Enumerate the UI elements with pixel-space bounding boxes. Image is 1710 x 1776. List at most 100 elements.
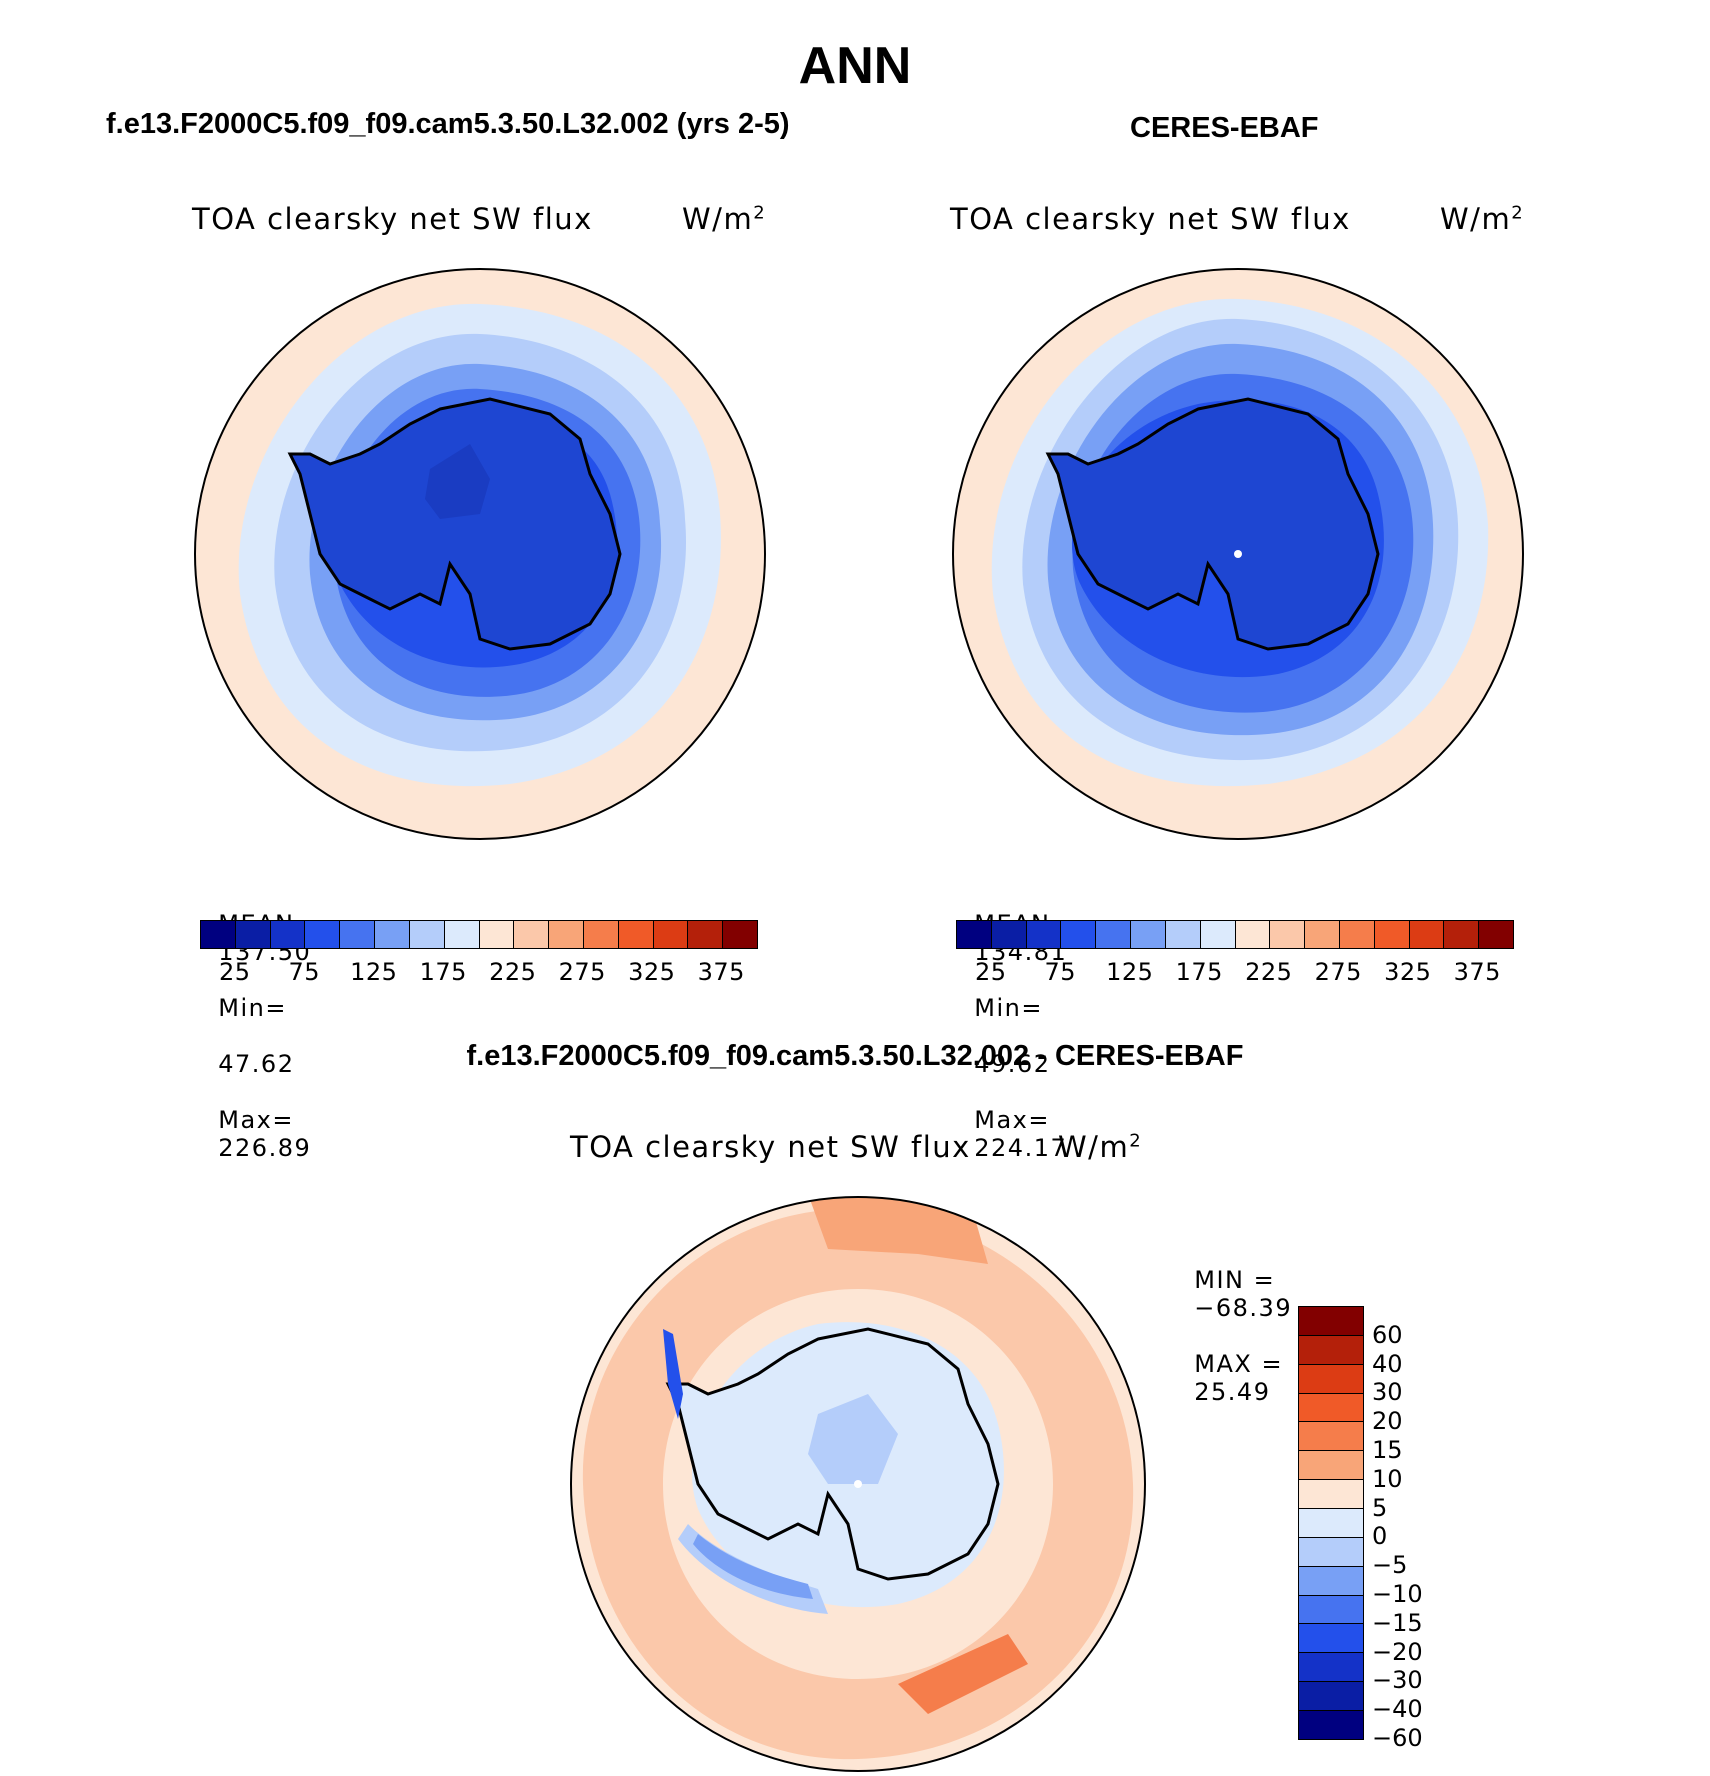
model-pole-feature [425, 444, 490, 519]
obs-variable-label: TOA clearsky net SW flux [950, 202, 1351, 236]
diff-colorbar-label: 5 [1372, 1493, 1388, 1522]
diff-variable-label: TOA clearsky net SW flux [570, 1130, 971, 1164]
model-colorbar-cell-14 [688, 921, 724, 948]
diff-field-band-cool-3 [693, 1534, 813, 1599]
diff-units-label: W/m2 [1058, 1130, 1142, 1164]
model-map-border [194, 268, 766, 840]
obs-colorbar-cell-12 [1374, 921, 1410, 948]
obs-colorbar-cell-4 [1096, 921, 1132, 948]
diff-colorbar-cell-1 [1299, 1335, 1363, 1365]
diff-interior-negative [808, 1394, 898, 1484]
obs-units-label: W/m2 [1440, 202, 1524, 236]
diff-colorbar-cell-13 [1299, 1682, 1363, 1712]
model-units-exponent: 2 [753, 202, 767, 224]
diff-units-exponent: 2 [1129, 1130, 1143, 1152]
obs-colorbar-cell-2 [1026, 921, 1062, 948]
obs-colorbar-label: 375 [1453, 958, 1501, 986]
model-colorbar-labels: 25 75 125 175 225 275 325 375 [200, 958, 756, 988]
model-colorbar-label: 125 [350, 958, 398, 986]
model-colorbar-label: 325 [628, 958, 676, 986]
diff-colorbar-label: −30 [1372, 1666, 1423, 1695]
model-max-label: Max= [218, 1106, 294, 1134]
obs-max-value: 224.17 [974, 1134, 1068, 1162]
diff-colorbar [1298, 1306, 1364, 1740]
figure-title: ANN [798, 37, 912, 95]
obs-map-border [952, 268, 1524, 840]
diff-colorbar-label: 40 [1372, 1349, 1403, 1378]
diff-colorbar-labels: 60 40 30 20 15 10 5 0 −5 −10 −15 −20 −30 −40 −60 [1372, 1306, 1472, 1752]
diff-colorbar-label: 60 [1372, 1320, 1403, 1349]
model-antarctica-fill [287, 397, 622, 651]
model-colorbar-cell-2 [270, 921, 306, 948]
obs-units-text: W/m [1440, 202, 1512, 236]
obs-colorbar-cell-14 [1444, 921, 1480, 948]
model-colorbar-cell-12 [618, 921, 654, 948]
diff-colorbar-cell-5 [1299, 1451, 1363, 1481]
model-colorbar-label: 225 [489, 958, 537, 986]
diff-colorbar-cell-7 [1299, 1509, 1363, 1538]
diff-colorbar-cell-6 [1299, 1480, 1363, 1510]
diff-colorbar-label: 20 [1372, 1407, 1403, 1436]
model-colorbar-label: 275 [558, 958, 606, 986]
diff-min-label: MIN = [1194, 1266, 1276, 1294]
obs-min-value: 49.62 [974, 1050, 1051, 1078]
diff-field-band-warm-3 [898, 1634, 1028, 1714]
diff-colorbar-label: −60 [1372, 1724, 1423, 1752]
diff-min-value: −68.39 [1194, 1294, 1293, 1322]
model-colorbar-label: 25 [218, 958, 251, 986]
diff-colorbar-label: −5 [1372, 1551, 1408, 1580]
obs-colorbar-label: 125 [1106, 958, 1154, 986]
model-max-value: 226.89 [218, 1134, 312, 1162]
model-colorbar-cell-9 [514, 921, 550, 948]
model-colorbar-label: 75 [288, 958, 321, 986]
diff-colorbar-cell-4 [1299, 1422, 1363, 1452]
diff-units-text: W/m [1058, 1130, 1130, 1164]
obs-colorbar [956, 920, 1514, 949]
diff-peninsula-negative [663, 1329, 683, 1419]
obs-colorbar-label: 325 [1384, 958, 1432, 986]
diff-colorbar-label: 10 [1372, 1464, 1403, 1493]
diff-colorbar-cell-11 [1299, 1624, 1363, 1654]
obs-colorbar-cell-6 [1165, 921, 1201, 948]
model-colorbar-label: 375 [697, 958, 745, 986]
obs-colorbar-label: 75 [1044, 958, 1077, 986]
obs-units-exponent: 2 [1511, 202, 1525, 224]
obs-colorbar-label: 275 [1314, 958, 1362, 986]
model-colorbar-cell-11 [583, 921, 619, 948]
obs-colorbar-cell-9 [1270, 921, 1306, 948]
obs-colorbar-cell-13 [1409, 921, 1445, 948]
model-colorbar-cell-3 [305, 921, 341, 948]
obs-colorbar-cell-10 [1305, 921, 1340, 948]
obs-colorbar-labels: 25 75 125 175 225 275 325 375 [956, 958, 1512, 988]
model-colorbar-cell-4 [340, 921, 376, 948]
obs-colorbar-label: 175 [1175, 958, 1223, 986]
obs-min-label: Min= [974, 994, 1043, 1022]
diff-case-title: f.e13.F2000C5.f09_f09.cam5.3.50.L32.002 … [466, 1040, 1244, 1072]
diff-colorbar-cell-8 [1299, 1537, 1363, 1567]
model-colorbar-cell-1 [235, 921, 271, 948]
model-colorbar-cell-5 [375, 921, 410, 948]
diff-colorbar-cell-0 [1299, 1307, 1363, 1336]
diff-max-label: MAX = [1194, 1350, 1284, 1378]
model-min-label: Min= [218, 994, 287, 1022]
diff-colorbar-label: 0 [1372, 1522, 1388, 1551]
model-min-value: 47.62 [218, 1050, 295, 1078]
model-colorbar-cell-0 [201, 921, 236, 948]
diff-colorbar-cell-14 [1299, 1711, 1363, 1739]
model-polar-map [194, 268, 766, 840]
obs-pole-missing-value [1234, 550, 1242, 558]
model-colorbar-cell-15 [723, 921, 757, 948]
diff-map-border [570, 1196, 1146, 1772]
obs-colorbar-cell-7 [1200, 921, 1236, 948]
model-colorbar-cell-7 [444, 921, 480, 948]
model-case-title: f.e13.F2000C5.f09_f09.cam5.3.50.L32.002 … [106, 108, 790, 140]
obs-colorbar-label: 25 [974, 958, 1007, 986]
diff-colorbar-cell-12 [1299, 1653, 1363, 1683]
obs-colorbar-cell-3 [1061, 921, 1097, 948]
obs-colorbar-cell-0 [957, 921, 992, 948]
model-colorbar-cell-13 [653, 921, 689, 948]
diff-colorbar-label: −10 [1372, 1580, 1423, 1608]
diff-colorbar-cell-10 [1299, 1595, 1363, 1625]
obs-colorbar-cell-1 [991, 921, 1027, 948]
obs-case-title: CERES-EBAF [1130, 112, 1319, 144]
